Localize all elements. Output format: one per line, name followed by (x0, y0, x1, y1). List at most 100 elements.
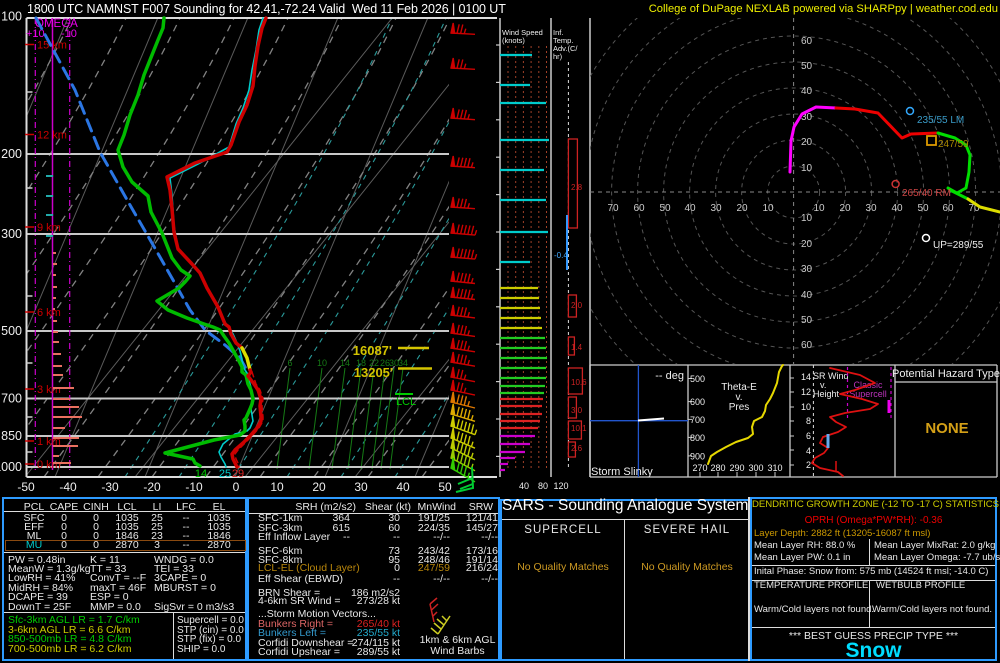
svg-text:500: 500 (690, 374, 705, 384)
svg-text:850: 850 (1, 429, 22, 443)
svg-text:300: 300 (1, 227, 22, 241)
svg-text:25: 25 (219, 468, 231, 480)
svg-text:40: 40 (684, 203, 696, 214)
svg-text:300: 300 (748, 463, 763, 473)
svg-text:30: 30 (389, 358, 399, 368)
svg-text:0 km: 0 km (37, 459, 61, 471)
svg-text:100: 100 (1, 10, 22, 24)
svg-text:3.0: 3.0 (571, 406, 583, 415)
svg-text:10: 10 (801, 163, 813, 174)
svg-text:Adv.(C/: Adv.(C/ (553, 44, 578, 53)
svg-text:10.6: 10.6 (571, 378, 587, 387)
svg-text:10: 10 (813, 203, 825, 214)
svg-text:14: 14 (195, 468, 207, 480)
svg-text:600: 600 (690, 397, 705, 407)
svg-text:1000: 1000 (0, 460, 22, 474)
svg-text:6: 6 (806, 431, 811, 441)
svg-text:30: 30 (354, 480, 368, 494)
svg-text:900: 900 (690, 451, 705, 461)
svg-text:-40: -40 (59, 480, 77, 494)
svg-text:30: 30 (710, 203, 722, 214)
svg-text:20: 20 (736, 203, 748, 214)
svg-text:2.6: 2.6 (571, 444, 583, 453)
svg-text:30: 30 (801, 264, 813, 275)
svg-text:40: 40 (396, 480, 410, 494)
svg-text:Potential Hazard Type: Potential Hazard Type (892, 368, 1000, 380)
svg-text:50: 50 (917, 203, 929, 214)
svg-text:18: 18 (356, 358, 366, 368)
svg-text:700: 700 (1, 392, 22, 406)
svg-text:60: 60 (633, 203, 645, 214)
svg-text:50: 50 (659, 203, 671, 214)
svg-text:20: 20 (801, 137, 813, 148)
svg-text:0: 0 (233, 480, 240, 494)
svg-text:247/59: 247/59 (938, 139, 969, 150)
svg-text:16087': 16087' (353, 343, 392, 358)
svg-text:-10: -10 (61, 28, 77, 40)
svg-text:500: 500 (1, 324, 22, 338)
svg-text:UP=289/55: UP=289/55 (933, 240, 984, 251)
svg-text:-- deg: -- deg (655, 370, 684, 382)
svg-text:200: 200 (1, 147, 22, 161)
svg-text:Pres: Pres (729, 402, 750, 413)
svg-text:Temp.: Temp. (553, 36, 573, 45)
svg-text:2: 2 (806, 460, 811, 470)
svg-text:20: 20 (839, 203, 851, 214)
svg-text:14: 14 (340, 358, 350, 368)
svg-text:(knots): (knots) (502, 36, 525, 45)
svg-text:26: 26 (380, 358, 390, 368)
svg-text:60: 60 (801, 340, 813, 351)
svg-text:22: 22 (369, 358, 379, 368)
svg-text:235/55 LM: 235/55 LM (917, 115, 964, 126)
svg-text:70: 70 (607, 203, 619, 214)
svg-text:12: 12 (801, 387, 811, 397)
svg-text:OMEGA: OMEGA (35, 18, 78, 30)
svg-text:310: 310 (767, 463, 782, 473)
svg-text:20: 20 (312, 480, 326, 494)
svg-text:70: 70 (968, 203, 980, 214)
svg-text:-20: -20 (143, 480, 161, 494)
svg-text:60: 60 (801, 36, 813, 47)
svg-text:30: 30 (865, 203, 877, 214)
svg-text:Storm Slinky: Storm Slinky (591, 466, 653, 478)
svg-text:1.4: 1.4 (571, 343, 583, 352)
svg-text:40: 40 (801, 290, 813, 301)
svg-text:6 km: 6 km (37, 307, 61, 319)
svg-text:265/40 RM: 265/40 RM (902, 188, 951, 199)
svg-text:13205': 13205' (354, 365, 393, 380)
svg-text:-50: -50 (17, 480, 35, 494)
svg-text:LCL: LCL (396, 396, 416, 408)
svg-text:6: 6 (287, 358, 292, 368)
svg-text:-30: -30 (101, 480, 119, 494)
svg-text:50: 50 (801, 315, 813, 326)
svg-text:14: 14 (801, 372, 811, 382)
svg-text:700: 700 (690, 415, 705, 425)
svg-text:Supercell: Supercell (849, 389, 887, 399)
svg-text:10: 10 (270, 480, 284, 494)
svg-text:-0.4: -0.4 (554, 251, 568, 260)
svg-text:20: 20 (801, 239, 813, 250)
svg-text:280: 280 (710, 463, 725, 473)
svg-text:12 km: 12 km (37, 130, 67, 142)
svg-text:Height: Height (813, 389, 840, 399)
svg-text:120: 120 (553, 481, 568, 491)
svg-text:10: 10 (801, 213, 813, 224)
svg-text:3 km: 3 km (37, 384, 61, 396)
svg-text:40: 40 (519, 481, 529, 491)
svg-text:30: 30 (801, 112, 813, 123)
svg-text:8: 8 (806, 416, 811, 426)
svg-text:29: 29 (232, 468, 244, 480)
svg-text:v.: v. (820, 380, 826, 390)
svg-text:10: 10 (317, 358, 327, 368)
svg-text:SR Wind: SR Wind (813, 371, 849, 381)
svg-text:4: 4 (806, 446, 811, 456)
svg-text:800: 800 (690, 433, 705, 443)
svg-text:Inf.: Inf. (553, 28, 563, 37)
svg-text:10: 10 (801, 402, 811, 412)
svg-text:10: 10 (762, 203, 774, 214)
svg-text:Theta-E: Theta-E (721, 382, 757, 393)
svg-text:40: 40 (801, 86, 813, 97)
svg-text:34: 34 (398, 358, 408, 368)
svg-text:Wind Speed: Wind Speed (502, 28, 543, 37)
svg-text:2.0: 2.0 (571, 301, 583, 310)
